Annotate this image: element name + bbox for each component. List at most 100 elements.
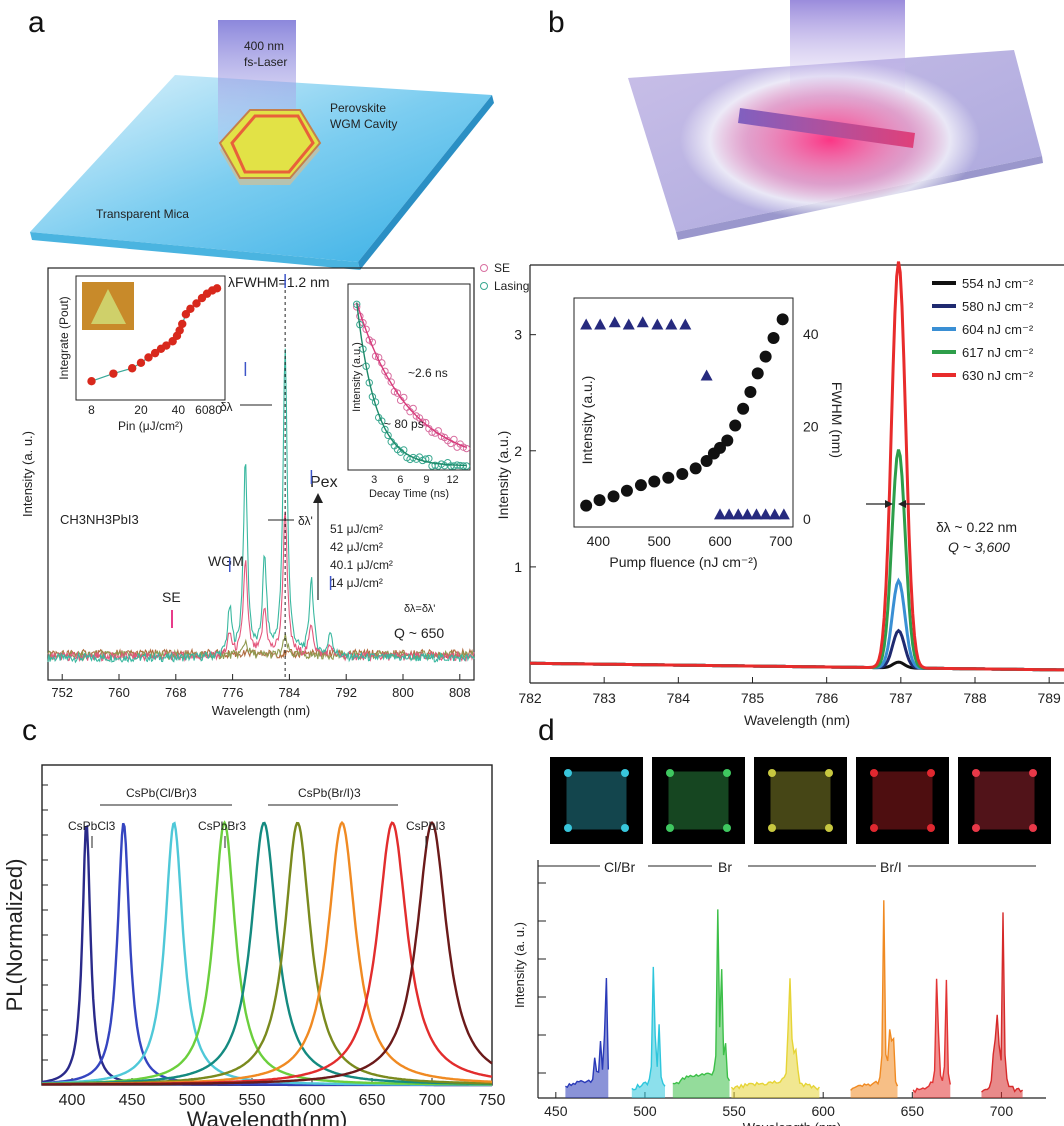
threshold-point (192, 299, 201, 308)
legend-lasing-marker (480, 282, 488, 290)
decay-y-label: Intensity (a.u.) (351, 342, 363, 412)
legend-se-marker (480, 264, 488, 272)
inset-y-label: Integrate (Pout) (57, 296, 71, 379)
legend-label-b: 554 nJ cm⁻² (962, 276, 1034, 291)
inset-intensity-point (580, 499, 593, 512)
wgm-path (230, 114, 315, 174)
inset-fwhm-point (608, 316, 621, 328)
se-label: SE (162, 589, 181, 605)
legend-label-b: 630 nJ cm⁻² (962, 368, 1034, 383)
x-tick-label-b: 786 (815, 690, 839, 706)
spectrum-b (530, 261, 1064, 672)
threshold-point (186, 304, 195, 314)
x-tick-label-a: 760 (108, 685, 130, 700)
micrograph-corner (1029, 824, 1037, 832)
x-tick-label-a: 752 (51, 685, 73, 700)
panel-label-d: d (538, 714, 555, 747)
x-tick-label-a: 808 (449, 685, 471, 700)
inset-x-tick: 20 (134, 403, 148, 417)
delta-lambda-label: δλ (220, 400, 232, 414)
inset-intensity-point (729, 419, 742, 432)
micrograph-triangle (91, 289, 126, 324)
spectrum-d (850, 900, 899, 1091)
inset-fwhm-point (714, 508, 726, 520)
threshold-point (178, 319, 187, 329)
legend-label-b: 617 nJ cm⁻² (962, 345, 1034, 360)
inset-fwhm-point (741, 508, 754, 520)
threshold-point (150, 348, 160, 358)
y-axis-label-d: Intensity (a. u.) (512, 922, 527, 1008)
inset-intensity-point (648, 475, 661, 488)
q-label-a: Q ~ 650 (394, 625, 444, 641)
cavity-label-2: WGM Cavity (330, 117, 397, 131)
threshold-point (175, 326, 184, 335)
label-cspbbr3: CsPbBr3 (198, 819, 246, 833)
inset-intensity-point (662, 471, 675, 484)
label-cspbcl3: CsPbCl3 (68, 819, 116, 833)
x-tick-label-d: 650 (901, 1103, 925, 1119)
x-axis-label-a: Wavelength (nm) (212, 703, 311, 718)
spectrum-fill-d (565, 978, 609, 1098)
x-tick-label-d: 700 (990, 1103, 1014, 1119)
spectrum-d (672, 909, 731, 1085)
spectrum-d (912, 978, 951, 1094)
range-label-br: Br (718, 859, 732, 875)
micrograph-corner (621, 769, 629, 777)
decay-lasing-point (422, 455, 430, 463)
legend-label-b: 604 nJ cm⁻² (962, 322, 1034, 337)
decay-se-point (393, 389, 402, 397)
micrograph-square (770, 771, 831, 830)
compound-label: CH3NH3PbI3 (60, 512, 139, 527)
x-tick-label-c: 550 (239, 1092, 266, 1109)
fwhm-label: λFWHM=1.2 nm (228, 274, 330, 290)
micrograph-corner (972, 769, 980, 777)
x-tick-label-c: 750 (479, 1092, 506, 1109)
decay-se-point (418, 418, 427, 426)
inset-x-tick: 40 (172, 403, 186, 417)
inset-intensity-point (721, 434, 734, 447)
inset-fwhm-point (777, 508, 790, 520)
chart-d: 450 500 550 600 650 700 Wavelength (nm) Intensi… (512, 757, 1051, 1126)
inset-intensity-point (744, 386, 757, 398)
inset-x-tick-b: 700 (769, 533, 793, 549)
micrograph-corner (723, 769, 731, 777)
decay-x-tick: 3 (371, 474, 377, 486)
micrograph-corner (870, 769, 878, 777)
inset-fwhm-point (594, 318, 607, 330)
spectrum-d (565, 977, 609, 1089)
inset-intensity-point (700, 454, 713, 467)
y-tick-label-b: 1 (514, 559, 522, 575)
wgm-label: WGM (208, 553, 244, 569)
x-tick-label-a: 800 (392, 685, 414, 700)
inset-y-tick-right: 40 (803, 326, 819, 342)
fwhm-arrowhead-right (898, 500, 906, 508)
fwhm-arrowhead-left (885, 500, 893, 508)
x-tick-label-c: 600 (299, 1092, 326, 1109)
inset-intensity-point (676, 468, 689, 480)
cavity-label: Perovskite (330, 101, 386, 115)
pex-arrowhead (313, 493, 323, 503)
micrograph-corner (972, 824, 980, 832)
micrograph-corner (564, 824, 572, 832)
x-tick-label-d: 500 (633, 1103, 657, 1119)
inset-y-tick-right: 20 (803, 418, 819, 434)
inset-intensity-point (634, 479, 647, 492)
x-tick-label-b: 789 (1037, 690, 1061, 706)
inset-intensity-point (767, 331, 780, 344)
q-label-b: Q ~ 3,600 (948, 539, 1010, 555)
spectrum-b (530, 577, 1064, 672)
x-tick-label-d: 600 (812, 1103, 836, 1119)
threshold-point (162, 341, 171, 350)
micrograph-corner (768, 824, 776, 832)
eq-label: δλ=δλ' (404, 603, 435, 615)
y-axis-label-b: Intensity (a.u.) (495, 431, 511, 520)
y-axis-label-a: Intensity (a. u.) (20, 431, 35, 517)
decay-lasing-fit (356, 302, 467, 467)
inset-intensity-point (593, 494, 606, 507)
micrograph-corner (666, 769, 674, 777)
x-tick-label-d: 550 (722, 1103, 746, 1119)
spectrum-fill-d (672, 909, 730, 1098)
micrograph-square (872, 771, 933, 830)
decay-lasing-point (378, 417, 386, 425)
x-tick-label-b: 783 (592, 690, 616, 706)
